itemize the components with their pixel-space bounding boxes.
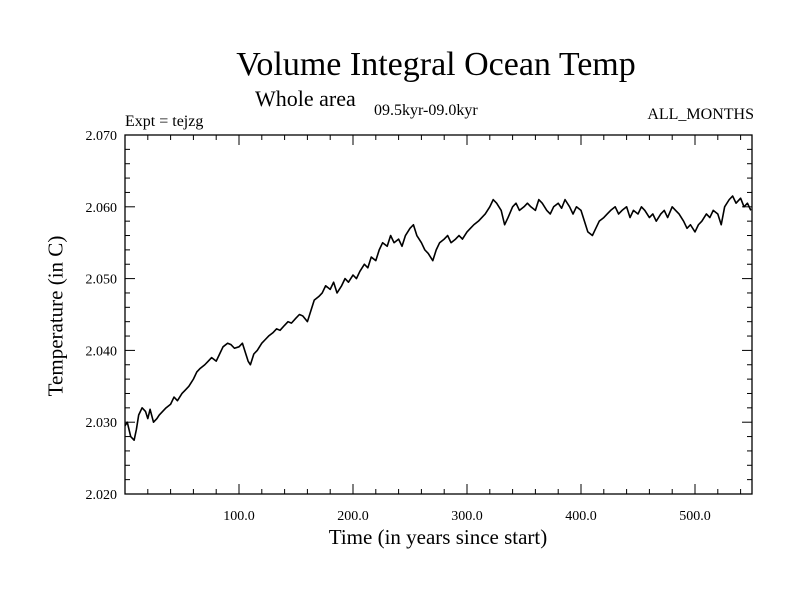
period-label: 09.5kyr-09.0kyr xyxy=(374,102,478,119)
x-tick-label: 200.0 xyxy=(337,509,369,524)
x-tick-label: 100.0 xyxy=(223,509,255,524)
y-tick-label: 2.050 xyxy=(86,273,118,288)
axis-tick-labels: 100.0 200.0 300.0 400.0 500.0 2.020 2.030 2.040… xyxy=(86,129,711,524)
x-axis-label: Time (in years since start) xyxy=(328,525,548,549)
chart-title: Volume Integral Ocean Temp xyxy=(236,46,636,83)
x-tick-label: 400.0 xyxy=(565,509,597,524)
experiment-label: Expt = tejzg xyxy=(125,113,204,130)
y-tick-label: 2.030 xyxy=(86,416,118,431)
y-tick-label: 2.040 xyxy=(86,344,118,359)
x-tick-label: 500.0 xyxy=(679,509,711,524)
temperature-series-line xyxy=(124,195,752,441)
months-label: ALL_MONTHS xyxy=(647,106,754,123)
x-tick-label: 300.0 xyxy=(451,509,483,524)
y-tick-label: 2.070 xyxy=(86,129,118,144)
y-tick-label: 2.060 xyxy=(86,201,118,216)
y-tick-label: 2.020 xyxy=(86,488,118,503)
chart-subtitle: Whole area xyxy=(255,86,356,111)
plot-frame xyxy=(124,134,753,495)
axis-ticks xyxy=(125,135,752,494)
